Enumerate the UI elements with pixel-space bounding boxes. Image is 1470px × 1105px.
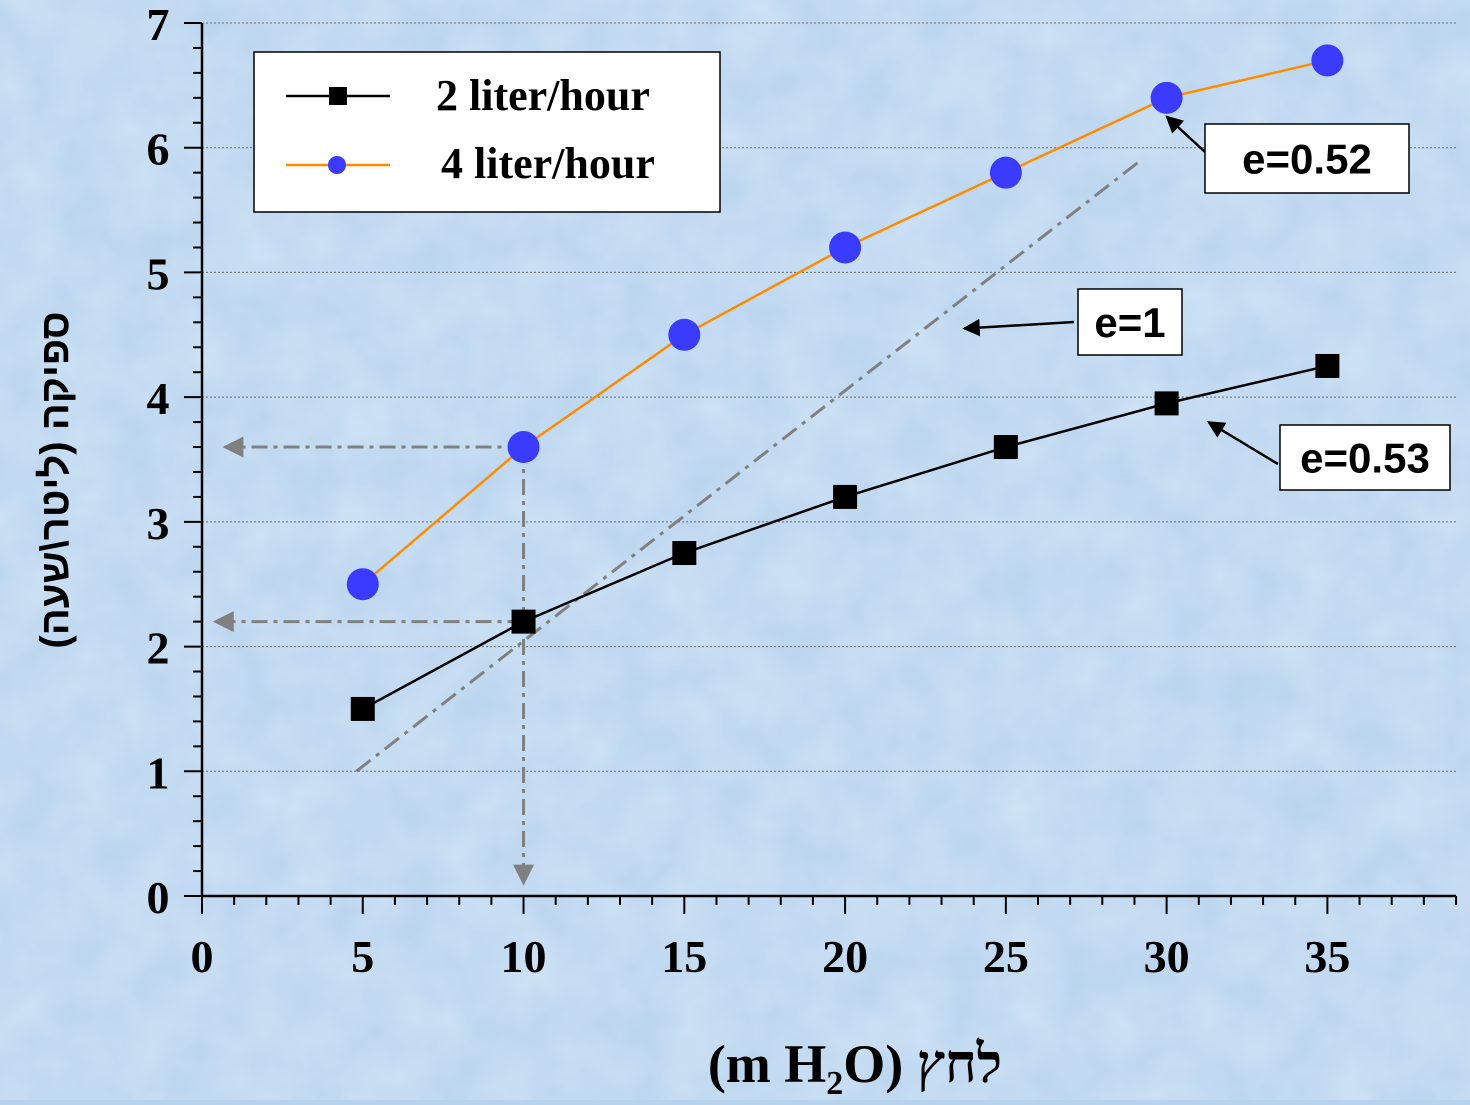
- legend: 2 liter/hour 4 liter/hour: [253, 51, 721, 213]
- x-tick-label: 35: [1304, 931, 1350, 982]
- x-tick-label: 20: [822, 931, 868, 982]
- x-tick-label: 0: [191, 931, 214, 982]
- series-group: [346, 44, 1344, 721]
- x-tick-label: 30: [1144, 931, 1190, 982]
- annotation-box: [1077, 288, 1183, 356]
- data-point-circle: [668, 318, 701, 351]
- annotation-arrow: [962, 318, 1075, 337]
- data-point-circle: [829, 231, 862, 264]
- guide-lines: [212, 436, 535, 886]
- annotation-box: [1279, 424, 1451, 491]
- y-tick-label: 5: [147, 248, 170, 299]
- data-point-square: [993, 435, 1018, 460]
- y-axis-label: ספיקה (ליטר\שעה): [33, 311, 77, 648]
- legend-circle-marker-icon: [328, 156, 346, 174]
- data-point-circle: [507, 431, 540, 464]
- data-point-circle: [989, 156, 1022, 189]
- annotation-arrow: [1206, 421, 1279, 466]
- x-tick-label: 10: [501, 931, 547, 982]
- y-tick-label: 1: [147, 747, 170, 798]
- x-tick-label: 5: [351, 931, 374, 982]
- data-point-circle: [346, 568, 379, 601]
- x-axis-label-subscript: 2: [826, 1065, 843, 1100]
- legend-square-marker-icon: [329, 87, 347, 105]
- x-tick-label: 15: [661, 931, 707, 982]
- y-tick-label: 3: [147, 498, 170, 549]
- y-tick-label: 6: [147, 124, 170, 175]
- annotation-arrow: [1165, 115, 1206, 153]
- annotation-label: e=0.53: [1300, 435, 1430, 482]
- y-tick-label: 0: [147, 872, 170, 923]
- reference-line-e1: [355, 159, 1142, 773]
- annotation-label: e=0.52: [1242, 136, 1372, 183]
- data-point-square: [350, 696, 375, 721]
- x-axis-label: (m H2O) לחץ: [708, 1034, 1002, 1100]
- reference-line: [355, 159, 1142, 773]
- data-point-square: [1315, 353, 1340, 378]
- y-tick-label: 7: [147, 0, 170, 50]
- axes: [184, 22, 1457, 914]
- legend-label-1: 2 liter/hour: [436, 71, 650, 120]
- data-point-square: [511, 609, 536, 634]
- data-point-square: [672, 541, 697, 566]
- y-tick-label: 4: [147, 373, 170, 424]
- x-tick-labels: 0 5 10 15 20 25 30 35: [191, 931, 1351, 982]
- x-tick-label: 25: [983, 931, 1029, 982]
- annotation-label: e=1: [1094, 299, 1165, 346]
- legend-label-2: 4 liter/hour: [441, 139, 655, 188]
- annotations: e=0.52 e=1 e=0.53: [962, 115, 1451, 491]
- data-point-circle: [1150, 81, 1183, 114]
- x-axis-label-open: (m H: [708, 1034, 826, 1094]
- data-point-square: [1154, 391, 1179, 416]
- legend-box: [253, 51, 721, 213]
- x-axis-label-close: O) לחץ: [843, 1034, 1002, 1094]
- data-point-circle: [1311, 44, 1344, 77]
- y-tick-label: 2: [147, 623, 170, 674]
- annotation-box: [1204, 123, 1410, 194]
- y-tick-labels: 0 1 2 3 4 5 6 7: [147, 0, 170, 923]
- data-point-square: [833, 484, 858, 509]
